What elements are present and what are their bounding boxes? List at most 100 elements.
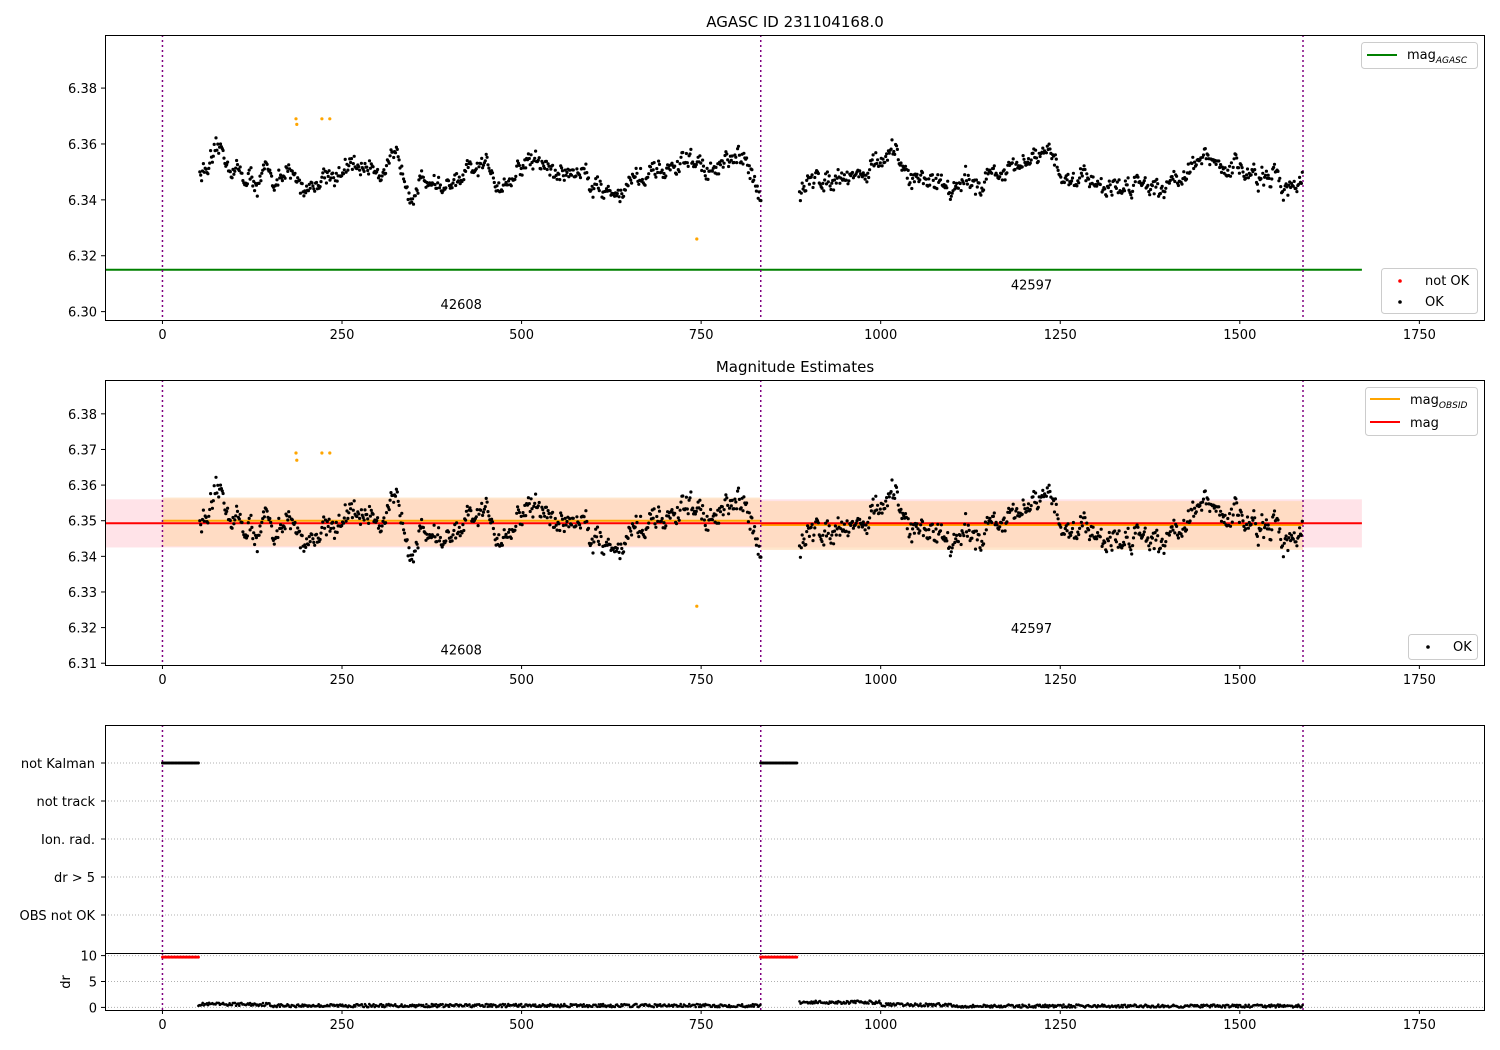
data-point	[1206, 497, 1210, 501]
data-point	[633, 525, 637, 529]
data-point	[1087, 185, 1092, 189]
data-point	[1228, 174, 1233, 178]
data-point	[623, 188, 628, 192]
data-point	[1217, 159, 1221, 163]
data-point	[618, 200, 622, 204]
data-point	[457, 175, 461, 179]
data-point	[456, 530, 460, 534]
dr-point	[635, 1002, 638, 1006]
data-point	[484, 152, 488, 156]
dr-point	[278, 1005, 282, 1008]
data-point	[1245, 173, 1249, 177]
data-point	[1156, 534, 1160, 538]
data-point	[875, 508, 879, 512]
data-point	[294, 451, 298, 455]
data-point	[742, 495, 746, 499]
data-point	[248, 528, 252, 532]
data-point	[881, 157, 885, 161]
data-point	[376, 526, 381, 530]
data-point	[823, 529, 827, 533]
data-point	[1251, 518, 1255, 522]
data-point	[634, 514, 638, 518]
dr-point	[888, 1004, 891, 1007]
data-point	[947, 191, 952, 195]
data-point	[537, 500, 541, 505]
dr-point	[568, 1005, 571, 1009]
data-point	[433, 535, 437, 539]
data-point	[1152, 192, 1156, 196]
data-point	[836, 168, 840, 172]
data-point	[362, 518, 366, 522]
data-point	[201, 508, 205, 512]
data-point	[509, 184, 513, 188]
data-point	[347, 511, 351, 515]
data-point	[474, 167, 478, 171]
data-point	[1106, 539, 1110, 543]
data-point	[1091, 175, 1095, 179]
data-point	[1045, 144, 1049, 148]
data-point	[1256, 189, 1260, 193]
data-point	[319, 180, 323, 184]
status-legend: not OK OK	[1381, 268, 1478, 314]
data-point	[1162, 196, 1166, 200]
data-point	[1231, 165, 1235, 169]
data-point	[1214, 162, 1218, 166]
data-point	[1098, 535, 1102, 539]
data-point	[820, 539, 824, 544]
data-point	[964, 511, 968, 516]
y-tick-label: 6.36	[68, 479, 97, 494]
data-point	[343, 157, 347, 161]
data-point	[1203, 489, 1207, 493]
data-point	[737, 153, 742, 157]
data-point	[311, 184, 315, 188]
data-point	[402, 528, 406, 532]
data-point	[722, 161, 726, 165]
data-point	[936, 173, 940, 177]
data-point	[200, 179, 204, 183]
data-point	[915, 172, 919, 176]
data-point	[232, 172, 236, 176]
data-point	[268, 168, 272, 172]
data-point	[444, 186, 448, 190]
data-point	[310, 533, 314, 537]
data-point	[1279, 185, 1283, 189]
data-point	[595, 182, 599, 187]
data-point	[670, 508, 674, 512]
data-point	[978, 546, 982, 550]
data-point	[532, 159, 536, 163]
data-point	[889, 490, 893, 494]
dr-point	[441, 1002, 444, 1006]
dr-point-not-ok	[196, 955, 200, 959]
data-point	[1260, 165, 1264, 169]
data-point	[1069, 181, 1073, 185]
data-point	[839, 176, 843, 180]
data-point	[1223, 166, 1227, 170]
data-point	[202, 170, 206, 174]
data-point	[1036, 159, 1040, 164]
data-point	[1038, 499, 1042, 503]
data-point	[1056, 517, 1060, 521]
data-point	[1163, 544, 1167, 548]
data-point	[529, 497, 533, 501]
dr-point	[813, 1001, 816, 1005]
dr-point	[1199, 1006, 1202, 1009]
data-point	[382, 516, 386, 520]
dr-point	[300, 1005, 303, 1008]
data-point	[1052, 163, 1057, 167]
data-point	[720, 505, 724, 509]
data-point	[555, 177, 559, 181]
data-point	[1022, 503, 1026, 507]
data-point	[643, 183, 647, 187]
data-point	[858, 169, 862, 173]
data-point	[868, 516, 872, 520]
data-point	[495, 536, 499, 541]
data-point	[599, 534, 603, 539]
data-point	[990, 520, 994, 525]
dr-point	[1235, 1003, 1239, 1007]
data-point	[955, 181, 959, 185]
data-point	[637, 182, 641, 186]
data-point	[1013, 167, 1017, 172]
data-point	[1045, 486, 1049, 490]
data-point	[824, 534, 829, 538]
data-point	[210, 160, 214, 164]
